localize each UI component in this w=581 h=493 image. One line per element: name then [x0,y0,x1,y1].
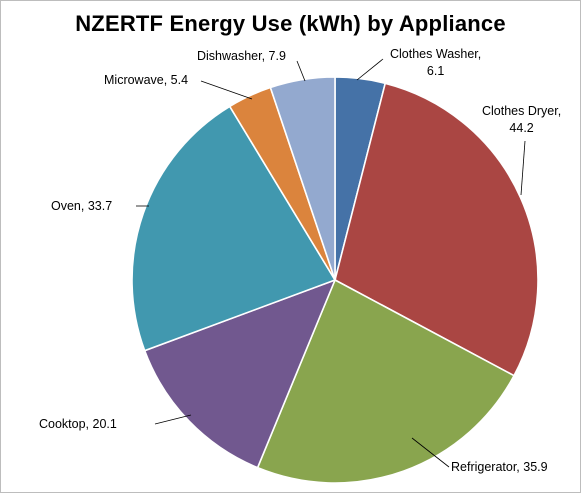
leader-line-dishwasher [296,60,306,82]
leader-line-cooktop [154,414,192,425]
leader-line-clothes-washer [356,58,384,81]
pie-slice-cooktop [143,278,337,469]
data-label-dishwasher: Dishwasher, 7.9 [197,49,286,63]
pie-slice-oven [131,105,337,352]
data-label-clothes-washer: Clothes Washer, 6.1 [390,47,481,78]
leader-line-clothes-dryer [520,140,526,196]
pie-slice-clothes-dryer [334,82,539,377]
data-label-clothes-dryer: Clothes Dryer, 44.2 [482,104,561,135]
data-label-cooktop: Cooktop, 20.1 [39,417,117,431]
data-label-refrigerator: Refrigerator, 35.9 [451,460,548,474]
data-label-oven: Oven, 33.7 [51,199,112,213]
pie-slice-refrigerator [256,278,516,484]
pie-slice-dishwasher [269,76,336,281]
chart-title: NZERTF Energy Use (kWh) by Appliance [75,11,506,36]
leader-line-microwave [200,80,253,100]
leader-line-refrigerator [411,437,450,468]
data-label-microwave: Microwave, 5.4 [104,73,188,87]
